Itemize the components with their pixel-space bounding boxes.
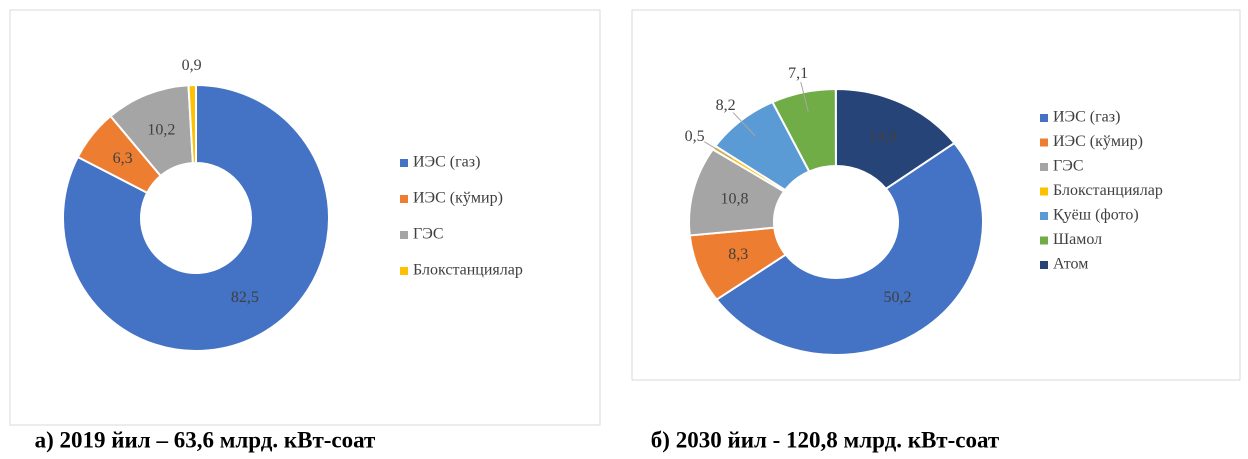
data-label: 8,2 xyxy=(716,97,736,114)
legend-swatch xyxy=(1040,236,1048,245)
legend-label: Атом xyxy=(1053,256,1088,273)
legend-label: ГЭС xyxy=(413,226,443,243)
legend-label: ИЭС (газ) xyxy=(413,154,480,171)
data-label: 7,1 xyxy=(788,65,808,82)
data-label: 0,9 xyxy=(182,57,202,74)
slice xyxy=(187,83,197,165)
caption: а) 2019 йил – 63,6 млрд. кВт-соат xyxy=(35,427,376,452)
legend-swatch xyxy=(1040,261,1048,269)
legend-label: Қуёш (фото) xyxy=(1053,207,1139,224)
data-label: 8,3 xyxy=(728,246,748,263)
data-label: 14,9 xyxy=(869,128,897,145)
legend-label: Блокстанциялар xyxy=(413,262,523,279)
data-label: 6,3 xyxy=(113,150,133,167)
data-label: 10,8 xyxy=(720,190,748,207)
caption: б) 2030 йил - 120,8 млрд. кВт-соат xyxy=(651,427,1000,452)
slice xyxy=(834,87,956,191)
legend-label: ИЭС (кўмир) xyxy=(1053,133,1143,150)
legend-swatch xyxy=(400,195,408,203)
slice xyxy=(62,83,330,352)
legend-swatch xyxy=(1040,187,1048,196)
legend-label: ИЭС (газ) xyxy=(1053,109,1120,126)
legend-swatch xyxy=(400,267,408,275)
leader-line xyxy=(732,112,756,137)
data-label: 82,5 xyxy=(231,289,259,306)
data-label: 50,2 xyxy=(883,289,911,306)
leader-line xyxy=(800,81,809,112)
legend-swatch xyxy=(400,231,408,239)
legend-swatch xyxy=(400,159,408,167)
legend-label: Шамол xyxy=(1053,231,1102,248)
legend-swatch xyxy=(1040,138,1048,147)
legend-label: Блокстанциялар xyxy=(1053,182,1163,199)
legend-swatch xyxy=(1040,114,1048,122)
data-label: 0,5 xyxy=(685,128,705,145)
legend-swatch xyxy=(1040,212,1048,220)
legend-label: ИЭС (кўмир) xyxy=(413,190,503,207)
data-label: 10,2 xyxy=(147,121,175,138)
legend-swatch xyxy=(1040,163,1048,171)
slice xyxy=(715,141,984,357)
leader-line xyxy=(704,141,733,160)
legend-label: ГЭС xyxy=(1053,158,1083,175)
